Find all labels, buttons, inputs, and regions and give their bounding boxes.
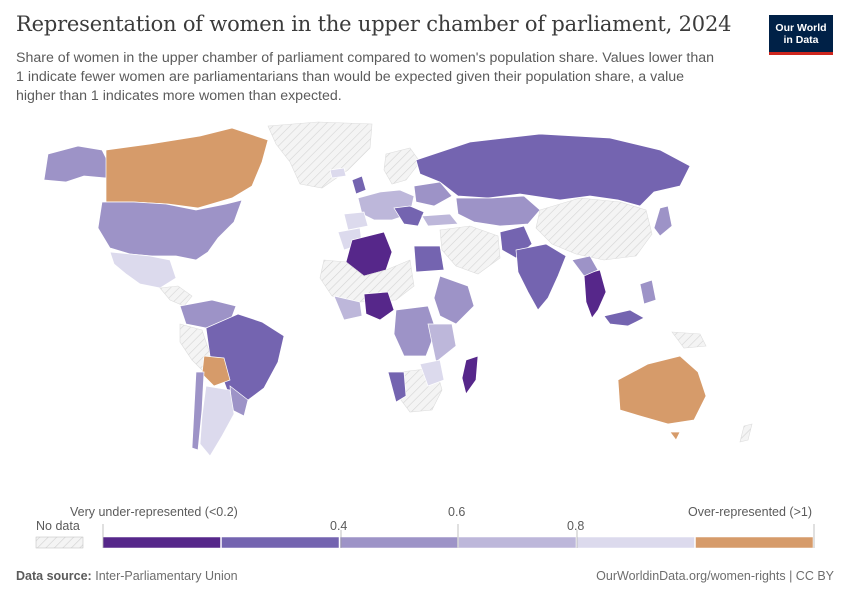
region-ukraine-belarus[interactable]	[413, 181, 453, 207]
region-new-zealand[interactable]	[739, 423, 753, 443]
legend-swatches	[35, 524, 815, 549]
region-mozambique-zimbabwe[interactable]	[419, 359, 445, 387]
legend-swatch-3	[458, 536, 577, 549]
region-iberia[interactable]	[343, 211, 369, 231]
legend-label-0-6: 0.6	[448, 505, 466, 519]
region-brazil[interactable]	[205, 313, 285, 401]
legend-swatch-2	[339, 536, 458, 549]
chart-subtitle: Share of women in the upper chamber of p…	[16, 50, 715, 104]
region-uk[interactable]	[351, 175, 367, 195]
region-sudan-horn[interactable]	[433, 275, 475, 325]
region-scandinavia[interactable]	[383, 147, 421, 185]
region-nigeria[interactable]	[363, 291, 395, 321]
legend-swatch-no-data	[35, 536, 84, 549]
region-united-states[interactable]	[97, 199, 243, 261]
region-canada[interactable]	[105, 127, 269, 209]
region-middle-east[interactable]	[439, 225, 501, 275]
region-tasmania[interactable]	[669, 431, 681, 441]
region-libya-sahel[interactable]	[319, 259, 415, 303]
legend-label-very-under: Very under-represented (<0.2)	[70, 505, 238, 519]
region-chile[interactable]	[191, 371, 205, 451]
credit-link[interactable]: OurWorldinData.org/women-rights | CC BY	[596, 569, 834, 583]
region-central-america[interactable]	[159, 285, 193, 307]
region-iceland[interactable]	[329, 167, 347, 179]
legend-label-over: Over-represented (>1)	[688, 505, 813, 519]
region-kazakhstan[interactable]	[455, 195, 541, 227]
region-east-africa[interactable]	[427, 323, 457, 363]
region-turkey[interactable]	[421, 213, 459, 227]
legend-swatch-4	[576, 536, 695, 549]
region-bolivia[interactable]	[201, 355, 231, 387]
legend-swatch-0	[102, 536, 221, 549]
legend-swatch-1	[221, 536, 340, 549]
legend-label-0-8: 0.8	[567, 519, 585, 533]
legend-label-0-4: 0.4	[330, 519, 348, 533]
legend-swatch-5	[695, 536, 814, 549]
region-namibia[interactable]	[387, 371, 407, 403]
region-australia[interactable]	[617, 355, 707, 425]
region-papua[interactable]	[671, 331, 707, 349]
world-map	[43, 121, 753, 457]
region-egypt[interactable]	[413, 245, 445, 273]
region-alaska[interactable]	[43, 145, 111, 183]
region-philippines[interactable]	[639, 279, 657, 305]
region-madagascar[interactable]	[461, 355, 479, 395]
data-source: Data source: Inter-Parliamentary Union	[16, 569, 238, 583]
region-china[interactable]	[535, 197, 653, 261]
region-indonesia[interactable]	[603, 309, 645, 327]
logo-line-2: in Data	[783, 33, 819, 46]
region-thailand[interactable]	[583, 269, 607, 319]
region-greenland[interactable]	[267, 121, 373, 189]
data-source-text: Inter-Parliamentary Union	[95, 569, 238, 583]
region-west-africa[interactable]	[333, 295, 363, 321]
region-india[interactable]	[515, 243, 567, 311]
region-central-africa[interactable]	[393, 305, 437, 357]
region-indochina[interactable]	[571, 255, 599, 277]
region-argentina[interactable]	[199, 385, 235, 457]
legend: Very under-represented (<0.2) No data 0.…	[0, 500, 850, 556]
logo-line-1: Our World	[775, 21, 827, 34]
region-russia[interactable]	[415, 133, 691, 207]
data-source-label: Data source:	[16, 569, 92, 583]
chart-title: Representation of women in the upper cha…	[16, 12, 732, 36]
region-japan[interactable]	[653, 205, 673, 237]
region-italy-balkans[interactable]	[393, 205, 425, 227]
region-mexico[interactable]	[109, 251, 177, 289]
legend-label-no-data: No data	[36, 519, 80, 533]
owid-logo[interactable]: Our World in Data	[769, 15, 833, 55]
